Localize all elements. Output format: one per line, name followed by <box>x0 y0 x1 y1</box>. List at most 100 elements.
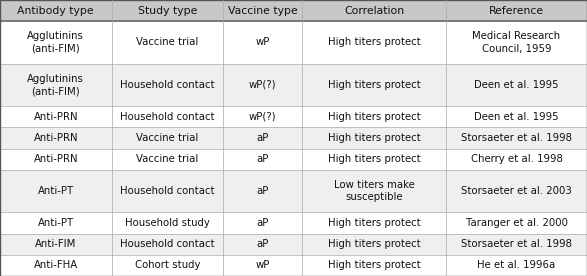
Text: Storsaeter et al. 2003: Storsaeter et al. 2003 <box>461 186 572 196</box>
Text: Correlation: Correlation <box>344 6 404 16</box>
Text: aP: aP <box>257 133 269 143</box>
Text: Medical Research
Council, 1959: Medical Research Council, 1959 <box>473 31 561 54</box>
Bar <box>446 233 587 255</box>
Text: wP(?): wP(?) <box>249 80 276 90</box>
Bar <box>223 233 302 255</box>
Bar <box>446 0 587 21</box>
Text: Vaccine trial: Vaccine trial <box>136 38 198 47</box>
Bar <box>0 106 112 128</box>
Text: aP: aP <box>257 186 269 196</box>
Text: Vaccine type: Vaccine type <box>228 6 298 16</box>
Bar <box>446 128 587 148</box>
Text: Antibody type: Antibody type <box>18 6 94 16</box>
Bar <box>112 128 223 148</box>
Text: wP: wP <box>255 260 270 270</box>
Text: Anti-PRN: Anti-PRN <box>33 112 78 122</box>
Bar <box>0 255 112 276</box>
Bar <box>446 21 587 64</box>
Text: Anti-PRN: Anti-PRN <box>33 133 78 143</box>
Bar <box>302 233 446 255</box>
Text: Vaccine trial: Vaccine trial <box>136 133 198 143</box>
Bar <box>112 21 223 64</box>
Text: High titers protect: High titers protect <box>328 133 421 143</box>
Text: aP: aP <box>257 154 269 164</box>
Text: Household contact: Household contact <box>120 186 215 196</box>
Bar <box>302 106 446 128</box>
Bar <box>302 0 446 21</box>
Bar <box>0 64 112 106</box>
Text: Storsaeter et al. 1998: Storsaeter et al. 1998 <box>461 133 572 143</box>
Text: Taranger et al. 2000: Taranger et al. 2000 <box>465 218 568 228</box>
Bar <box>112 212 223 233</box>
Text: High titers protect: High titers protect <box>328 154 421 164</box>
Bar <box>112 233 223 255</box>
Text: aP: aP <box>257 218 269 228</box>
Bar <box>223 255 302 276</box>
Text: Study type: Study type <box>137 6 197 16</box>
Text: wP(?): wP(?) <box>249 112 276 122</box>
Text: Anti-FHA: Anti-FHA <box>33 260 78 270</box>
Bar <box>446 64 587 106</box>
Bar <box>223 170 302 212</box>
Bar <box>302 21 446 64</box>
Bar <box>223 128 302 148</box>
Bar <box>223 0 302 21</box>
Text: Reference: Reference <box>489 6 544 16</box>
Bar <box>302 64 446 106</box>
Text: Anti-PT: Anti-PT <box>38 186 74 196</box>
Text: Cherry et al. 1998: Cherry et al. 1998 <box>471 154 562 164</box>
Bar <box>112 0 223 21</box>
Bar <box>112 255 223 276</box>
Bar <box>0 148 112 170</box>
Bar <box>302 255 446 276</box>
Bar <box>446 170 587 212</box>
Bar <box>223 64 302 106</box>
Bar <box>0 0 112 21</box>
Text: Deen et al. 1995: Deen et al. 1995 <box>474 80 559 90</box>
Bar <box>446 106 587 128</box>
Bar <box>223 148 302 170</box>
Text: Agglutinins
(anti-FIM): Agglutinins (anti-FIM) <box>28 31 84 54</box>
Text: Household contact: Household contact <box>120 112 215 122</box>
Bar <box>446 212 587 233</box>
Bar <box>112 106 223 128</box>
Text: Agglutinins
(anti-FIM): Agglutinins (anti-FIM) <box>28 74 84 96</box>
Bar <box>223 212 302 233</box>
Text: Anti-PRN: Anti-PRN <box>33 154 78 164</box>
Bar <box>0 21 112 64</box>
Text: High titers protect: High titers protect <box>328 80 421 90</box>
Text: High titers protect: High titers protect <box>328 218 421 228</box>
Text: Anti-PT: Anti-PT <box>38 218 74 228</box>
Bar <box>446 255 587 276</box>
Text: High titers protect: High titers protect <box>328 38 421 47</box>
Bar <box>112 64 223 106</box>
Text: High titers protect: High titers protect <box>328 260 421 270</box>
Text: He et al. 1996a: He et al. 1996a <box>477 260 556 270</box>
Text: wP: wP <box>255 38 270 47</box>
Bar <box>0 170 112 212</box>
Text: Storsaeter et al. 1998: Storsaeter et al. 1998 <box>461 239 572 249</box>
Text: Household contact: Household contact <box>120 80 215 90</box>
Bar <box>0 128 112 148</box>
Text: Household contact: Household contact <box>120 239 215 249</box>
Text: Household study: Household study <box>125 218 210 228</box>
Bar <box>302 128 446 148</box>
Text: High titers protect: High titers protect <box>328 112 421 122</box>
Bar <box>223 106 302 128</box>
Text: Vaccine trial: Vaccine trial <box>136 154 198 164</box>
Bar <box>0 233 112 255</box>
Text: Low titers make
susceptible: Low titers make susceptible <box>334 180 414 202</box>
Text: Anti-FIM: Anti-FIM <box>35 239 76 249</box>
Text: Cohort study: Cohort study <box>134 260 200 270</box>
Bar <box>446 148 587 170</box>
Bar <box>302 170 446 212</box>
Bar <box>0 212 112 233</box>
Text: Deen et al. 1995: Deen et al. 1995 <box>474 112 559 122</box>
Bar <box>302 212 446 233</box>
Bar <box>223 21 302 64</box>
Text: High titers protect: High titers protect <box>328 239 421 249</box>
Text: aP: aP <box>257 239 269 249</box>
Bar <box>112 148 223 170</box>
Bar <box>302 148 446 170</box>
Bar <box>112 170 223 212</box>
